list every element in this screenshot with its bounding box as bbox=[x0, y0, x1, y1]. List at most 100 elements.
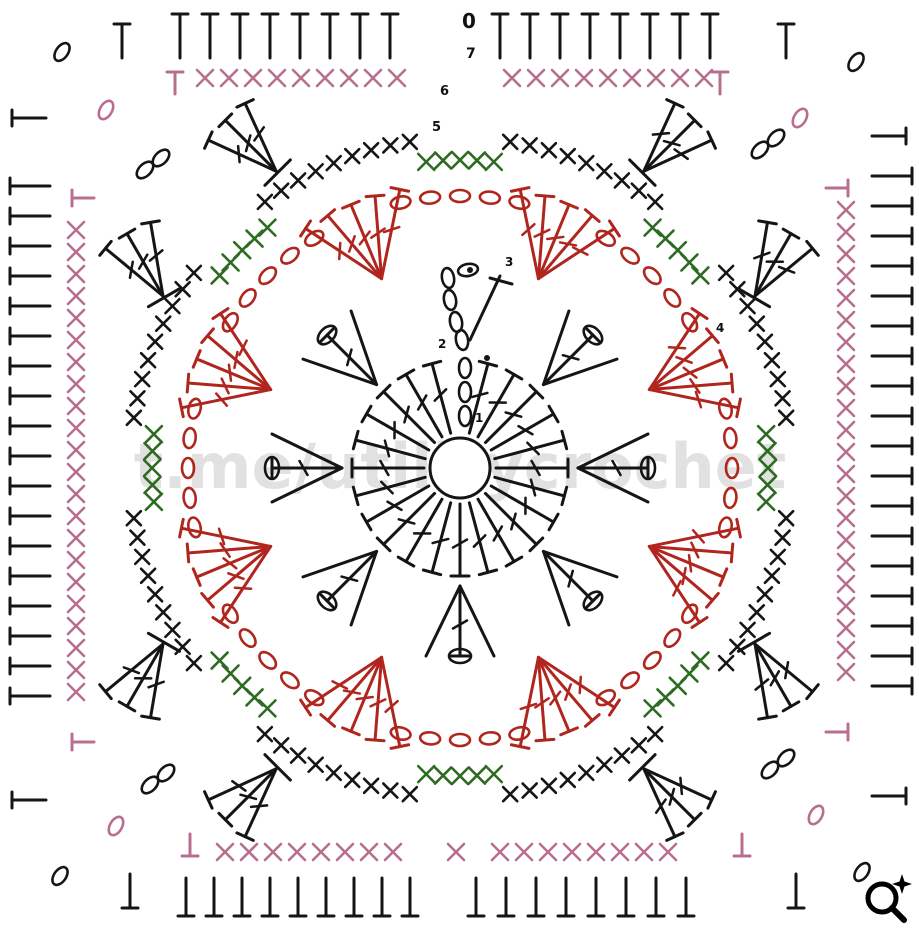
pink-sc bbox=[66, 550, 86, 570]
pink-sc bbox=[586, 842, 606, 862]
green-sc bbox=[450, 766, 470, 786]
pink-sc bbox=[574, 68, 594, 88]
pink-sc bbox=[66, 682, 86, 702]
pink-sc bbox=[195, 68, 215, 88]
red-fan-dc bbox=[200, 544, 273, 609]
red-chain bbox=[595, 688, 617, 707]
center-spoke bbox=[467, 359, 499, 435]
center-spoke bbox=[375, 491, 437, 553]
pink-sc bbox=[490, 842, 510, 862]
red-chain bbox=[620, 246, 641, 265]
red-fan bbox=[178, 517, 273, 629]
red-fan-dc bbox=[211, 544, 273, 629]
red-chain bbox=[187, 516, 203, 539]
border-post bbox=[870, 376, 914, 396]
pink-sc bbox=[66, 242, 86, 262]
black-sc bbox=[125, 409, 143, 427]
center-spoke bbox=[493, 429, 569, 461]
pink-sc bbox=[383, 842, 403, 862]
black-sc bbox=[717, 654, 735, 672]
red-fan-dc bbox=[647, 327, 720, 392]
visual-search-button[interactable] bbox=[858, 868, 914, 924]
black-sc bbox=[646, 725, 664, 743]
magic-ring bbox=[428, 436, 492, 500]
black-sc bbox=[401, 785, 419, 803]
red-fan bbox=[647, 307, 742, 419]
black-sc bbox=[774, 390, 791, 407]
black-sc bbox=[613, 747, 631, 764]
v-cluster bbox=[541, 309, 619, 387]
green-sc bbox=[433, 151, 453, 170]
red-chain bbox=[680, 311, 699, 333]
red-chain bbox=[221, 311, 240, 333]
green-sc bbox=[467, 151, 487, 170]
start-chain bbox=[457, 356, 473, 380]
center-spoke bbox=[396, 497, 444, 568]
red-fan bbox=[509, 655, 621, 750]
green-sc bbox=[144, 492, 164, 512]
turning-chain bbox=[454, 328, 470, 352]
black-sc bbox=[729, 638, 746, 656]
pink-sc bbox=[315, 68, 335, 88]
slip-stitch-dot bbox=[484, 355, 490, 361]
border-post bbox=[870, 526, 914, 546]
border-post bbox=[870, 196, 914, 216]
black-sc bbox=[521, 782, 538, 799]
black-sc bbox=[139, 567, 157, 585]
v-cluster-dc bbox=[541, 327, 601, 387]
border-post bbox=[290, 12, 310, 60]
border-post bbox=[8, 236, 52, 256]
black-sc bbox=[343, 147, 361, 165]
round-labels: 0 7 6 5 4 3 2 1 bbox=[432, 9, 724, 425]
border-post bbox=[344, 876, 364, 918]
corner-cluster bbox=[203, 753, 292, 842]
center-ring bbox=[263, 262, 657, 665]
border-post bbox=[870, 256, 914, 276]
pink-sc bbox=[836, 288, 856, 308]
pink-sc bbox=[836, 420, 856, 440]
red-fan-dc bbox=[647, 544, 709, 629]
pink-chain bbox=[807, 804, 825, 826]
pink-sc bbox=[66, 264, 86, 284]
black-sc bbox=[630, 182, 648, 199]
green-sc bbox=[680, 253, 699, 272]
red-fan-dc bbox=[647, 544, 720, 609]
center-spoke bbox=[421, 359, 453, 435]
red-fan-dc bbox=[380, 655, 411, 750]
black-sc bbox=[559, 147, 577, 165]
red-fan-dc bbox=[509, 655, 540, 750]
black-sc bbox=[763, 567, 781, 585]
corner-dc bbox=[753, 642, 801, 713]
red-fan-dc bbox=[178, 388, 273, 419]
pink-sc bbox=[836, 486, 856, 506]
v-cluster-chain bbox=[582, 324, 604, 346]
red-chain bbox=[279, 246, 300, 265]
v-cluster bbox=[541, 549, 619, 627]
red-chain bbox=[221, 603, 240, 625]
corner-dc bbox=[642, 767, 685, 842]
pink-sc bbox=[836, 244, 856, 264]
black-sc bbox=[129, 529, 146, 546]
corner-dc bbox=[753, 642, 820, 701]
red-fan bbox=[509, 186, 621, 281]
border-post bbox=[350, 12, 370, 60]
black-sc bbox=[272, 737, 290, 754]
black-sc bbox=[521, 137, 538, 154]
v-cluster-chain bbox=[316, 590, 338, 612]
corner-cluster bbox=[736, 219, 820, 309]
border-post bbox=[640, 12, 660, 60]
red-fan-dc bbox=[647, 372, 735, 394]
corner-dc bbox=[217, 767, 278, 828]
red-fan-dc bbox=[364, 193, 386, 281]
center-spoke bbox=[350, 457, 426, 479]
center-spoke bbox=[449, 502, 471, 578]
border-post bbox=[466, 876, 486, 918]
pink-sc bbox=[670, 68, 690, 88]
black-sc bbox=[596, 162, 613, 180]
v-cluster-dc bbox=[449, 584, 471, 658]
pink-sc bbox=[836, 376, 856, 396]
black-sc bbox=[362, 777, 380, 795]
red-chain bbox=[303, 229, 325, 248]
border-post bbox=[556, 876, 576, 918]
v-cluster bbox=[424, 584, 496, 665]
